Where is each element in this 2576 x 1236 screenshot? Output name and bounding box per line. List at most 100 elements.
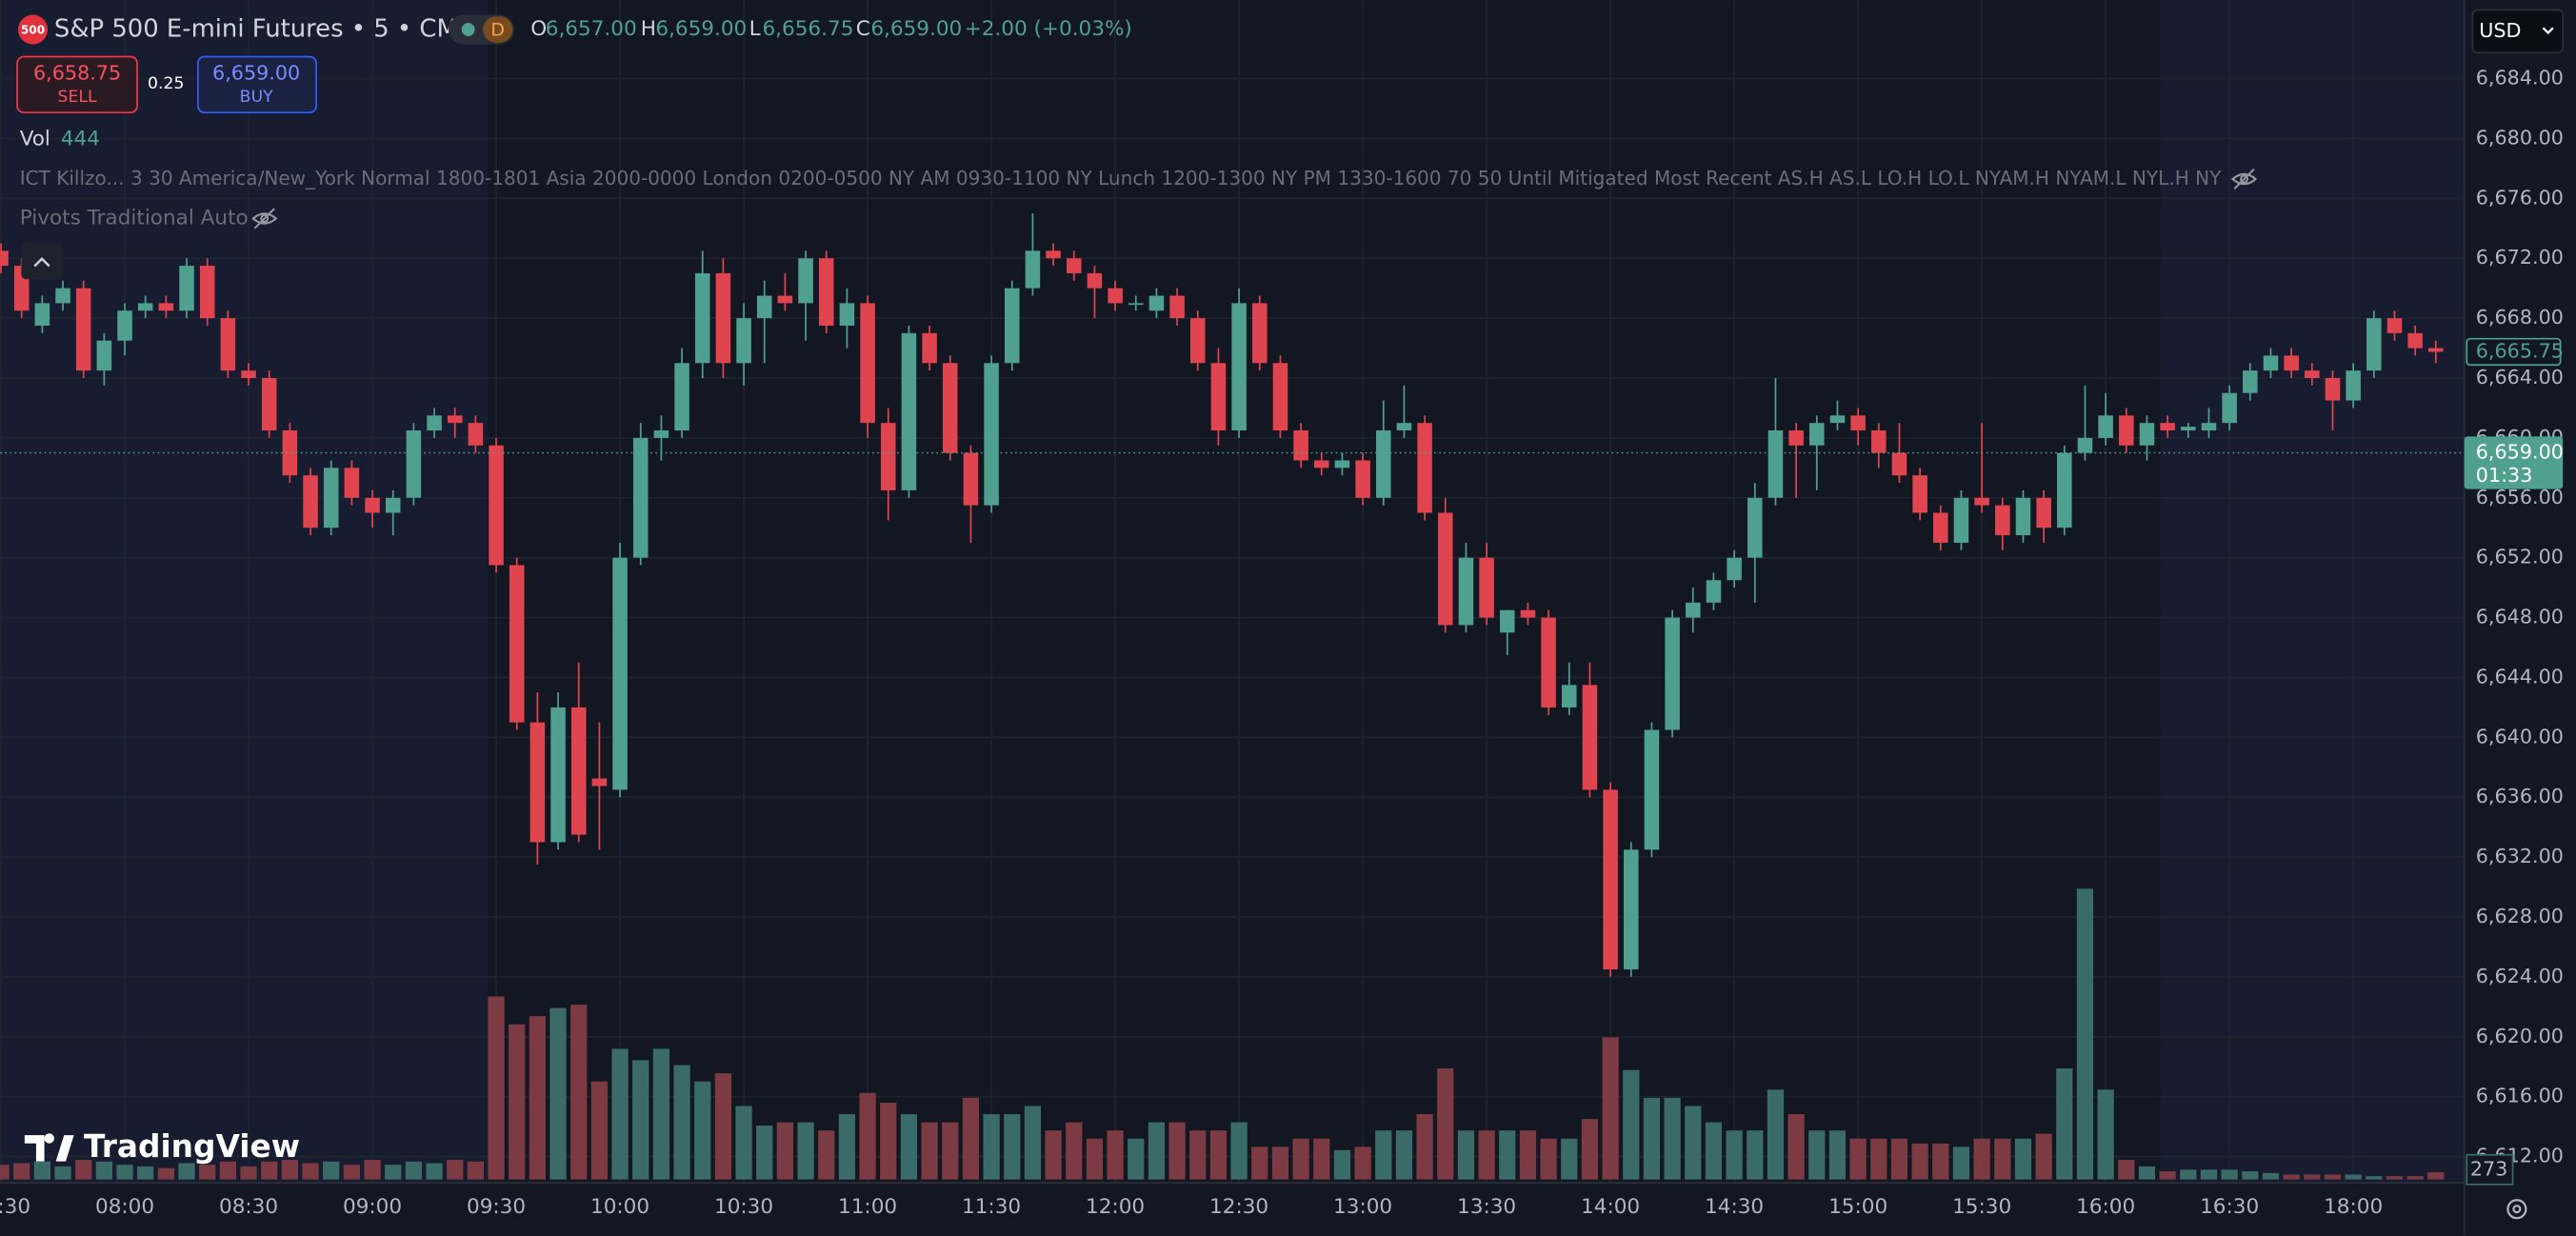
candle-body <box>839 303 855 326</box>
settings-icon[interactable] <box>2506 1199 2527 1220</box>
y-tick-label: 6,672.00 <box>2476 246 2564 269</box>
candle-body <box>1251 303 1268 364</box>
change-value: +2.00 (+0.03%) <box>965 17 1132 41</box>
volume-bar <box>199 1165 216 1180</box>
volume-bar <box>1189 1130 1207 1180</box>
candle-body <box>860 303 875 424</box>
buy-button[interactable] <box>197 55 317 114</box>
indicator-legend[interactable]: Pivots Traditional Auto <box>20 206 249 229</box>
candle-body <box>303 475 318 528</box>
candle-body <box>653 430 669 438</box>
candle-body <box>1520 609 1536 618</box>
candle-body <box>1458 557 1474 626</box>
symbol-logo[interactable] <box>17 14 49 45</box>
candle-body <box>963 452 979 506</box>
volume-bar <box>735 1106 752 1180</box>
candle-body <box>736 318 751 364</box>
candle-body <box>2057 452 2072 528</box>
candle-body <box>1995 505 2010 536</box>
volume-bar <box>1808 1130 1826 1180</box>
volume-bar <box>2180 1169 2197 1180</box>
volume-bar <box>343 1165 361 1180</box>
candle-body <box>158 303 174 311</box>
volume-bar <box>1664 1097 1681 1180</box>
volume-bar <box>2345 1174 2362 1180</box>
currency-text: USD <box>2479 19 2521 42</box>
candle-body <box>612 557 628 790</box>
ohlc-value: 6,659.00 <box>870 17 962 41</box>
candle-body <box>2139 423 2155 446</box>
candle-body <box>1582 685 1598 790</box>
candle-body <box>1500 609 1515 633</box>
volume-bar <box>1705 1122 1723 1180</box>
volume-bar <box>1952 1146 1970 1180</box>
candle-body <box>1788 430 1804 446</box>
volume-bar <box>2118 1160 2135 1180</box>
candle-body <box>365 497 380 513</box>
price-line-label: 6,665.75 <box>2476 339 2564 362</box>
candle-body <box>1438 512 1453 626</box>
volume-bar <box>2406 1176 2424 1180</box>
candle-body <box>2119 415 2134 446</box>
volume-bar <box>2262 1172 2280 1180</box>
candle-body <box>323 468 339 528</box>
collapse-button[interactable] <box>21 243 63 280</box>
x-tick-label: 07:30 <box>0 1195 30 1219</box>
ohlc-label: C <box>856 17 870 41</box>
volume-bar <box>1045 1130 1062 1180</box>
status-dot <box>461 23 475 36</box>
volume-bar <box>900 1114 918 1180</box>
volume-bar <box>2283 1174 2300 1180</box>
volume-bar <box>1148 1122 1166 1180</box>
candle-body <box>2325 378 2341 401</box>
candle-body <box>1376 430 1391 498</box>
candle-body <box>756 295 772 319</box>
volume-bar <box>1890 1138 1908 1180</box>
hide-icon[interactable] <box>2230 168 2258 190</box>
candle-body <box>1624 849 1639 970</box>
volume-bar <box>1747 1130 1764 1180</box>
spread: 0.25 <box>148 74 184 93</box>
candle-body <box>1108 288 1123 304</box>
candle-body <box>1231 303 1247 431</box>
buy-price: 6,659.00 <box>212 62 300 85</box>
volume-bar <box>281 1160 299 1180</box>
volume-bar <box>488 996 505 1180</box>
volume-bar <box>756 1126 773 1180</box>
candle-body <box>2305 370 2320 379</box>
volume-bar <box>1333 1149 1351 1180</box>
x-tick-label: 12:00 <box>1086 1195 1145 1219</box>
brand-logo[interactable]: TradingView <box>24 1128 300 1165</box>
candle-body <box>1829 415 1846 424</box>
candle-body <box>1665 617 1680 730</box>
volume-bar <box>1643 1097 1661 1180</box>
sell-button[interactable] <box>16 55 138 114</box>
volume-bar <box>137 1166 154 1180</box>
candle-body <box>2222 392 2237 424</box>
indicator-legend[interactable]: ICT Killzo... 3 30 America/New_York Norm… <box>20 167 2222 190</box>
candle-body <box>1686 602 1701 618</box>
volume-bar <box>797 1122 814 1180</box>
x-tick-label: 10:30 <box>714 1195 773 1219</box>
volume-bar <box>75 1160 92 1180</box>
volume-bar <box>1395 1130 1413 1180</box>
volume-bar <box>818 1130 835 1180</box>
volume-bar <box>178 1163 195 1180</box>
volume-bar <box>1416 1114 1433 1180</box>
volume-bar <box>1561 1138 1578 1180</box>
candle-body <box>1479 557 1494 618</box>
candle-body <box>1396 423 1412 431</box>
candle-body <box>1706 580 1722 603</box>
candle-body <box>529 722 546 843</box>
y-tick-label: 6,624.00 <box>2476 965 2564 987</box>
candle-body <box>55 288 70 304</box>
candle-body <box>901 332 917 490</box>
candle-body <box>1169 295 1185 319</box>
volume-bar <box>447 1160 464 1180</box>
symbol-title[interactable]: S&P 500 E-mini Futures • 5 • CME <box>54 15 473 44</box>
currency-select[interactable] <box>2471 9 2565 54</box>
y-tick-label: 6,628.00 <box>2476 905 2564 927</box>
volume-bar <box>1994 1138 2011 1180</box>
hide-icon[interactable] <box>251 208 278 229</box>
